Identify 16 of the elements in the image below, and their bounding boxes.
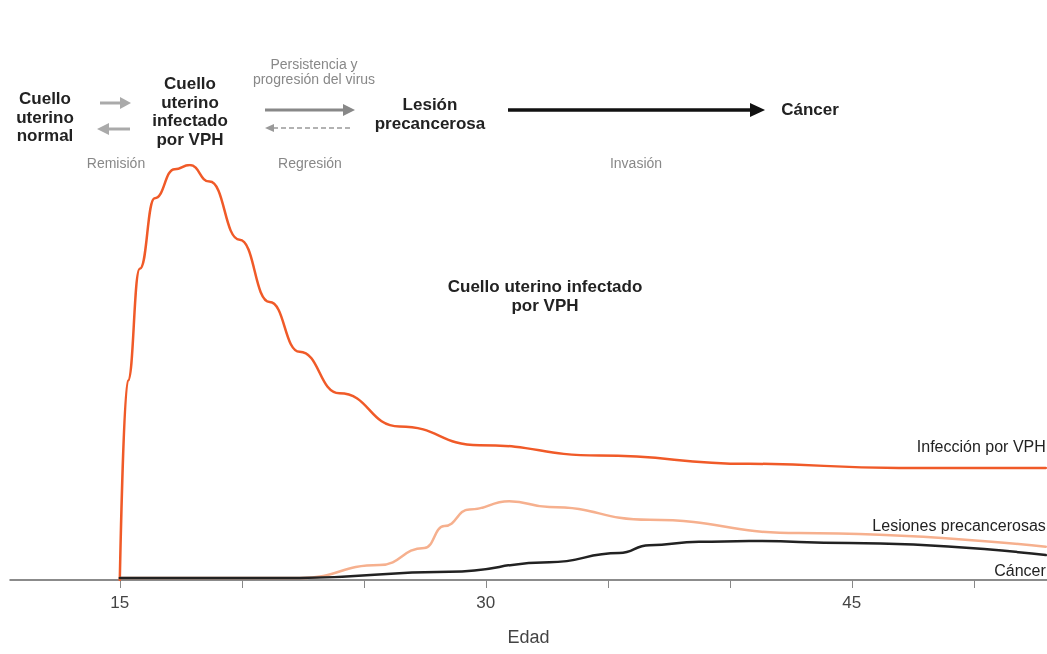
x-tick-label: 15 bbox=[110, 593, 130, 612]
series-label: Lesiones precancerosas bbox=[872, 517, 1046, 535]
annotation: Invasión bbox=[608, 155, 664, 172]
text: Cuello uterino normal bbox=[15, 88, 75, 147]
text: Cuello uterino infectado por VPH bbox=[151, 73, 229, 150]
text: Persistencia y progresión del virus bbox=[251, 55, 377, 88]
text: Lesión precancerosa bbox=[373, 95, 487, 134]
series-label: Infección por VPH bbox=[916, 438, 1046, 456]
annotation: Cuello uterino infectado por VPH bbox=[446, 277, 644, 316]
x-tick-label: 45 bbox=[842, 593, 862, 612]
text: Cáncer bbox=[780, 99, 840, 120]
x-axis-title: Edad bbox=[507, 627, 550, 647]
annotation: Regresión bbox=[277, 155, 343, 172]
x-tick-label: 30 bbox=[476, 593, 496, 612]
series-label: Cáncer bbox=[994, 561, 1047, 579]
annotation: Remisión bbox=[85, 155, 147, 172]
